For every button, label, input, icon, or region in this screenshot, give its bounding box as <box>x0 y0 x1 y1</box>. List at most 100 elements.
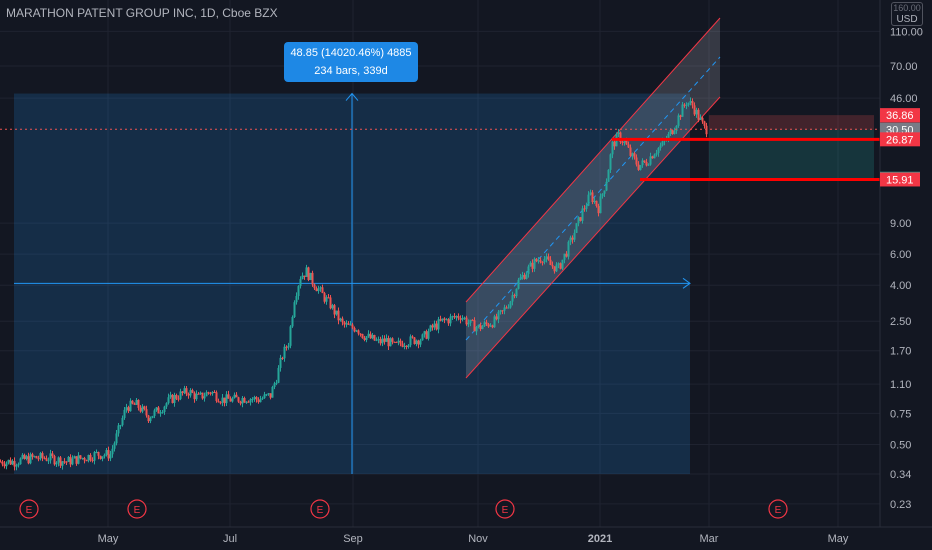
candle-body <box>649 156 652 165</box>
candle-body <box>29 454 32 464</box>
candle <box>99 455 102 460</box>
candle <box>39 451 42 461</box>
candle-body <box>659 145 662 148</box>
candle <box>415 339 418 347</box>
candle-body <box>627 144 630 148</box>
candle <box>13 457 16 471</box>
candle <box>599 193 602 214</box>
candle <box>697 108 700 123</box>
candle-body <box>365 336 368 340</box>
candle <box>425 329 428 340</box>
candle-body <box>67 456 70 462</box>
candle <box>173 392 176 407</box>
candle <box>593 197 596 204</box>
candle <box>117 423 120 437</box>
candle-body <box>169 394 172 398</box>
candle-body <box>411 336 414 338</box>
candle <box>313 283 316 291</box>
candle <box>279 354 282 372</box>
candle-body <box>451 316 454 318</box>
candle <box>203 392 206 402</box>
candle <box>565 251 568 258</box>
candle-body <box>341 318 344 323</box>
candle-body <box>435 323 438 330</box>
candle-body <box>143 406 146 410</box>
candle-body <box>693 105 696 115</box>
candle <box>145 405 148 418</box>
candle <box>681 102 684 117</box>
candle-body <box>187 393 190 396</box>
candle <box>683 103 686 108</box>
earnings-marker-label: E <box>775 505 782 516</box>
candle-body <box>645 161 648 166</box>
candle-body <box>631 153 634 156</box>
candle <box>291 315 294 328</box>
candle-body <box>255 397 258 400</box>
candle-body <box>499 310 502 312</box>
candle <box>481 325 484 330</box>
candle <box>81 457 84 460</box>
candle <box>483 320 486 328</box>
candle-body <box>529 262 532 267</box>
candle <box>105 448 108 457</box>
candle <box>43 456 46 460</box>
candle-body <box>295 296 298 303</box>
candle <box>243 396 246 403</box>
candle-body <box>563 253 566 260</box>
candle <box>11 459 14 466</box>
candle-body <box>319 287 322 289</box>
candle-body <box>115 433 118 444</box>
candle-body <box>653 154 656 159</box>
candle <box>285 345 288 351</box>
currency-top-value: 160.00 <box>893 3 921 13</box>
candle-body <box>457 316 460 319</box>
earnings-marker-label: E <box>26 505 33 516</box>
candle-body <box>221 397 224 403</box>
candle <box>577 216 580 227</box>
candle-body <box>623 140 626 143</box>
candle-body <box>53 456 56 465</box>
candle <box>245 401 248 404</box>
candle-body <box>465 317 468 325</box>
candle <box>421 333 424 341</box>
candle-body <box>51 453 54 457</box>
candle <box>199 391 202 395</box>
candle <box>175 393 178 401</box>
candle <box>295 292 298 305</box>
candle-body <box>459 318 462 320</box>
candle-body <box>173 395 176 403</box>
candle <box>345 320 348 328</box>
candle <box>377 336 380 344</box>
candle <box>217 398 220 403</box>
candle <box>303 275 306 280</box>
candle-body <box>161 411 164 413</box>
candle-body <box>129 400 132 412</box>
candle-body <box>269 393 272 398</box>
candle <box>525 271 528 280</box>
candle <box>361 333 364 339</box>
candle-body <box>455 316 458 318</box>
candle <box>403 342 406 350</box>
candle-body <box>175 395 178 399</box>
candle <box>411 335 414 339</box>
candle <box>325 295 328 305</box>
currency-badge[interactable]: 160.00 USD <box>891 2 923 26</box>
candle <box>443 317 446 324</box>
y-tick-label: 110.00 <box>890 26 923 38</box>
candle-body <box>1 461 4 465</box>
candle <box>553 266 556 274</box>
candle-body <box>253 397 256 400</box>
candle-body <box>15 465 18 467</box>
candle <box>271 385 274 398</box>
candle-body <box>395 341 398 343</box>
candle <box>327 293 330 299</box>
candle <box>57 456 60 467</box>
candle-body <box>171 394 174 403</box>
candle <box>485 319 488 326</box>
candle-body <box>589 192 592 195</box>
candle-body <box>287 345 290 348</box>
candle <box>629 144 632 157</box>
candle-body <box>397 340 400 343</box>
candle-body <box>305 267 308 277</box>
